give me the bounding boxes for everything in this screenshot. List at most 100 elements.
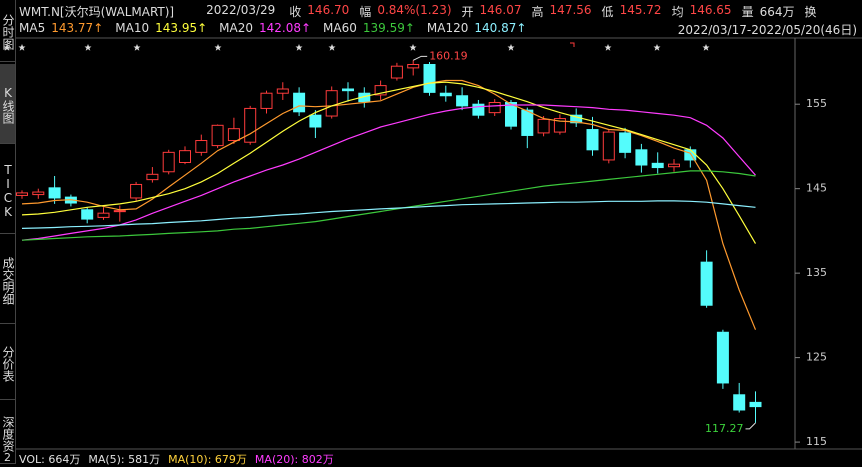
candle-body — [260, 92, 273, 109]
symbol: WMT.N[沃尔玛(WALMART)] — [19, 5, 175, 19]
field-value: 147.56 — [549, 3, 592, 17]
event-marker — [702, 44, 710, 51]
candle-body — [211, 124, 224, 147]
candle-body — [309, 114, 322, 128]
candle-body — [81, 209, 94, 220]
quote-header: WMT.N[沃尔玛(WALMART)] 2022/03/29 收 146.70 幅 0… — [19, 3, 817, 20]
candle-body — [407, 63, 420, 69]
legend-name: MA60 — [323, 21, 357, 35]
candle-body — [342, 88, 354, 92]
candle-body — [146, 173, 159, 181]
legend-name: MA10 — [115, 21, 150, 35]
sidebar-tab[interactable]: TICK — [0, 146, 15, 234]
field-label: 收 — [289, 5, 302, 19]
field-label: 均 — [671, 5, 684, 19]
candle-body — [521, 109, 534, 136]
candle-body — [48, 187, 61, 199]
candle-body — [179, 150, 191, 163]
candle-body — [651, 162, 664, 169]
candle-body — [113, 210, 126, 213]
candle-body — [325, 90, 338, 117]
event-marker — [507, 44, 515, 51]
max-label: 160.19 — [429, 49, 468, 62]
ma-line — [21, 79, 757, 330]
field-label: 换 — [804, 5, 817, 19]
candle-body — [130, 183, 143, 199]
field-value: 146.65 — [689, 3, 732, 17]
candle-body — [700, 261, 713, 306]
event-marker — [133, 44, 141, 51]
field-label: 高 — [531, 5, 544, 19]
legend-name: MA120 — [426, 21, 469, 35]
event-marker — [409, 44, 417, 51]
legend-value: 140.87↑ — [474, 21, 527, 35]
candle-body — [293, 92, 306, 113]
event-marker — [328, 44, 336, 51]
volume-legend: 2 VOL: 664万 MA(5): 581万 MA(10): 679万 MA(20):… — [4, 451, 334, 467]
max-leader — [412, 55, 428, 61]
candle-body — [749, 401, 762, 408]
y-tick-label: 155 — [806, 97, 827, 110]
date: 2022/03/29 — [206, 3, 276, 17]
event-marker — [18, 44, 26, 51]
candle-body — [602, 131, 615, 161]
candle-body — [423, 63, 436, 93]
candle-body — [97, 212, 110, 218]
candle-body — [586, 129, 599, 151]
ma-legend: MA5 143.77↑ MA10 143.95↑ MA20 142.08↑ MA60 139.… — [19, 21, 857, 38]
candle-body — [553, 118, 566, 133]
volume-item: VOL: 664万 — [19, 453, 81, 466]
candle-body — [733, 394, 746, 411]
event-marker — [604, 44, 612, 51]
ma-line — [21, 104, 756, 241]
sidebar: 分时图 K线图 TICK 成交明细 分价表 深度资 — [0, 0, 16, 464]
candle-body — [439, 92, 452, 97]
volume-item: MA(20): 802万 — [254, 453, 334, 466]
legend-value: 143.77↑ — [51, 21, 104, 35]
event-marker — [84, 44, 92, 51]
field-value: 145.72 — [619, 3, 662, 17]
candle-body — [570, 114, 583, 124]
field-label: 低 — [601, 5, 614, 19]
candle-body — [227, 128, 240, 142]
legend-name: MA5 — [19, 21, 46, 35]
y-tick-label: 145 — [806, 182, 827, 195]
legend-value: 143.95↑ — [155, 21, 208, 35]
candle-body — [16, 192, 28, 196]
legend-name: MA20 — [219, 21, 253, 35]
sidebar-tab[interactable]: K线图 — [0, 64, 15, 144]
candle-body — [505, 102, 517, 127]
event-marker — [570, 42, 575, 47]
min-leader — [745, 422, 756, 430]
field-value: 0.84%(1.23) — [377, 3, 452, 17]
sidebar-tab[interactable]: 成交明细 — [0, 236, 15, 324]
field-value: 146.70 — [307, 3, 350, 17]
candle-body — [635, 149, 648, 166]
field-label: 量 — [741, 5, 754, 19]
event-marker — [3, 44, 11, 51]
candle-body — [374, 85, 387, 96]
candle-body — [716, 331, 729, 384]
event-marker — [653, 44, 661, 51]
date-range: 2022/03/17-2022/05/20(46日) — [677, 23, 857, 37]
candle-body — [162, 151, 175, 173]
y-tick-label: 125 — [806, 351, 827, 364]
candle-body — [668, 163, 680, 168]
sidebar-tab[interactable]: 分时图 — [0, 0, 15, 62]
candle-body — [619, 132, 632, 153]
y-tick-label: 135 — [806, 266, 827, 279]
candle-body — [537, 118, 550, 134]
sidebar-tab[interactable]: 分价表 — [0, 326, 15, 400]
field-label: 幅 — [359, 5, 372, 19]
legend-value: 139.59↑ — [362, 21, 415, 35]
field-value: 664万 — [759, 5, 795, 19]
volume-item: MA(10): 679万 — [168, 453, 247, 466]
min-label: 117.27 — [705, 422, 744, 435]
ma-line — [21, 170, 756, 241]
field-label: 开 — [461, 5, 474, 19]
candle-body — [276, 88, 289, 94]
candle-body — [244, 107, 257, 143]
volume-item: MA(5): 581万 — [88, 453, 161, 466]
